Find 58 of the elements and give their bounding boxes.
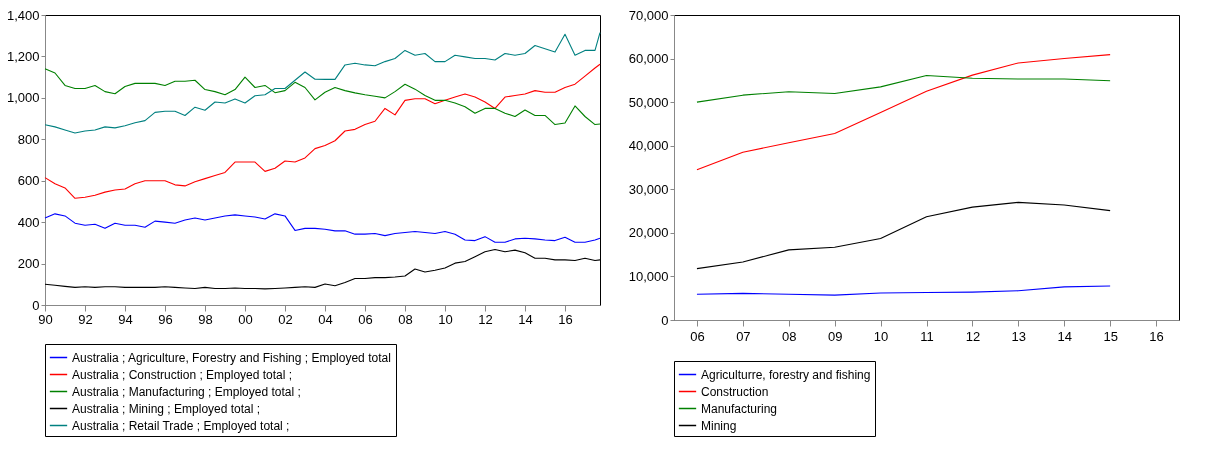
x-tick-label: 14 <box>518 311 533 327</box>
x-tick-label: 07 <box>736 328 751 344</box>
x-tick-label: 13 <box>1011 328 1027 344</box>
y-tick-label: 50,000 <box>628 94 669 110</box>
legend-label: Australia ; Construction ; Employed total ; <box>72 367 293 382</box>
line-series <box>44 32 601 134</box>
y-tick-label: 60,000 <box>628 51 669 67</box>
legend-label: Australia ; Retail Trade ; Employed total ; <box>72 418 290 433</box>
x-tick-label: 16 <box>558 311 573 327</box>
x-tick-label: 06 <box>358 311 373 327</box>
x-tick-label: 90 <box>38 311 53 327</box>
x-tick-label: 92 <box>78 311 93 327</box>
y-tick-label: 20,000 <box>628 225 669 241</box>
line-series <box>696 285 1111 296</box>
x-tick-label: 11 <box>920 328 934 344</box>
y-tick-label: 30,000 <box>628 181 669 197</box>
y-tick-label: 1,400 <box>6 7 40 23</box>
line-series <box>696 201 1111 270</box>
x-tick-label: 96 <box>158 311 173 327</box>
legend-label: Construction <box>701 384 769 399</box>
legend-label: Agriculturre, forestry and fishing <box>701 367 871 382</box>
x-tick-label: 15 <box>1103 328 1118 344</box>
x-tick-label: 09 <box>827 328 843 344</box>
y-tick-label: 200 <box>17 256 40 272</box>
line-series <box>44 213 601 243</box>
x-tick-label: 08 <box>398 311 413 327</box>
x-tick-label: 94 <box>118 311 133 327</box>
y-tick-label: 1,200 <box>6 48 40 64</box>
line-series <box>696 54 1111 171</box>
x-tick-label: 12 <box>965 328 981 344</box>
x-tick-label: 12 <box>478 311 493 327</box>
y-tick-label: 0 <box>32 297 40 313</box>
x-tick-label: 10 <box>873 328 889 344</box>
legend-label: Australia ; Mining ; Employed total ; <box>72 401 261 416</box>
x-tick-label: 08 <box>782 328 797 344</box>
legend-label: Manufacturing <box>701 401 778 416</box>
y-tick-label: 1,000 <box>6 90 40 106</box>
y-tick-label: 400 <box>17 214 40 230</box>
y-tick-label: 800 <box>17 131 40 147</box>
x-tick-label: 98 <box>198 311 213 327</box>
x-tick-label: 04 <box>318 311 333 327</box>
line-series <box>44 68 601 126</box>
x-tick-label: 00 <box>238 311 253 327</box>
line-series <box>696 75 1111 103</box>
x-tick-label: 10 <box>438 311 453 327</box>
y-tick-label: 70,000 <box>628 7 669 23</box>
y-tick-label: 600 <box>17 173 40 189</box>
x-tick-label: 16 <box>1149 328 1164 344</box>
legend-label: Australia ; Manufacturing ; Employed total ; <box>72 384 301 399</box>
y-tick-label: 40,000 <box>628 138 669 154</box>
y-tick-label: 10,000 <box>628 268 669 284</box>
y-tick-label: 0 <box>661 312 669 328</box>
legend-label: Mining <box>701 418 737 433</box>
x-tick-label: 02 <box>278 311 293 327</box>
x-tick-label: 14 <box>1057 328 1072 344</box>
x-tick-label: 06 <box>690 328 705 344</box>
legend-label: Australia ; Agriculture, Forestry and Fishing ; Employed total <box>72 350 391 365</box>
line-series <box>44 63 601 199</box>
